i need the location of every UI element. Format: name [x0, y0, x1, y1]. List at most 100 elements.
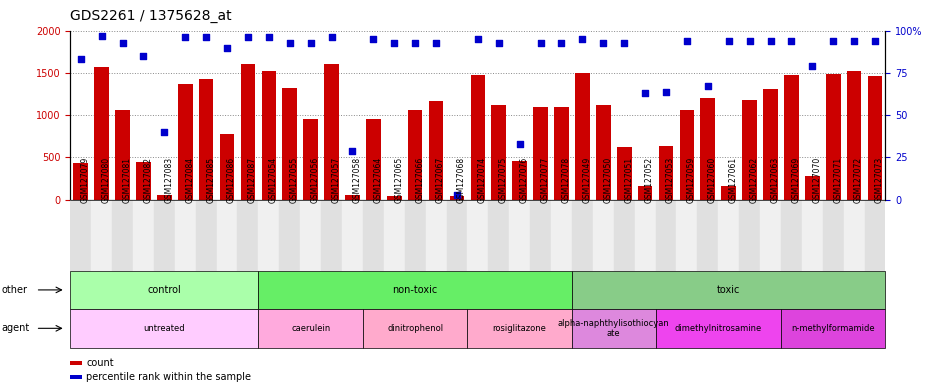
Bar: [634, 200, 655, 271]
Bar: [550, 200, 571, 271]
Bar: [842, 200, 864, 271]
Point: [699, 83, 714, 89]
Bar: [70, 375, 81, 379]
Bar: [696, 200, 718, 271]
Bar: [679, 110, 694, 200]
Bar: [700, 98, 714, 200]
Bar: [384, 200, 404, 271]
Text: GSM127073: GSM127073: [874, 157, 883, 203]
Point: [344, 147, 359, 154]
Point: [198, 35, 213, 41]
Point: [387, 40, 402, 46]
Point: [428, 40, 443, 46]
Bar: [739, 200, 759, 271]
Text: GSM127077: GSM127077: [540, 157, 549, 203]
Bar: [91, 200, 112, 271]
Point: [825, 38, 840, 44]
Bar: [241, 64, 255, 200]
Text: percentile rank within the sample: percentile rank within the sample: [86, 372, 251, 382]
Text: GSM127070: GSM127070: [812, 157, 821, 203]
Bar: [115, 110, 130, 200]
Point: [783, 38, 798, 44]
Text: GSM127058: GSM127058: [352, 157, 361, 203]
Text: control: control: [147, 285, 181, 295]
Point: [867, 38, 882, 44]
Text: agent: agent: [2, 323, 30, 333]
Bar: [112, 200, 133, 271]
Text: rosiglitazone: rosiglitazone: [492, 324, 546, 333]
Point: [616, 40, 631, 46]
Point: [679, 38, 694, 44]
Text: GSM127078: GSM127078: [561, 157, 570, 203]
Bar: [721, 186, 735, 200]
Bar: [425, 200, 446, 271]
Bar: [783, 74, 797, 200]
Bar: [219, 134, 234, 200]
Bar: [655, 200, 676, 271]
Bar: [258, 200, 279, 271]
Bar: [490, 105, 505, 200]
Point: [115, 40, 130, 46]
Text: GSM127076: GSM127076: [519, 157, 528, 203]
Text: GSM127063: GSM127063: [769, 157, 779, 203]
Text: GSM127086: GSM127086: [227, 157, 236, 203]
Bar: [595, 105, 610, 200]
Bar: [446, 200, 467, 271]
Text: GSM127084: GSM127084: [185, 157, 194, 203]
Bar: [258, 309, 362, 348]
Point: [741, 38, 756, 44]
Point: [595, 40, 610, 46]
Text: GSM127050: GSM127050: [603, 157, 611, 203]
Bar: [282, 88, 297, 200]
Point: [324, 35, 339, 41]
Text: GSM127062: GSM127062: [749, 157, 758, 203]
Bar: [362, 309, 467, 348]
Text: n-methylformamide: n-methylformamide: [791, 324, 874, 333]
Text: GSM127052: GSM127052: [644, 157, 653, 203]
Bar: [133, 200, 154, 271]
Text: count: count: [86, 358, 113, 368]
Bar: [95, 67, 109, 200]
Text: GSM127080: GSM127080: [101, 157, 110, 203]
Point: [846, 38, 861, 44]
Bar: [825, 74, 840, 200]
Bar: [801, 200, 822, 271]
Bar: [571, 271, 885, 309]
Bar: [533, 107, 548, 200]
Bar: [196, 200, 216, 271]
Bar: [512, 161, 526, 200]
Point: [94, 33, 109, 39]
Bar: [279, 200, 300, 271]
Bar: [780, 200, 801, 271]
Bar: [762, 89, 777, 200]
Text: toxic: toxic: [716, 285, 739, 295]
Bar: [658, 146, 673, 200]
Text: GDS2261 / 1375628_at: GDS2261 / 1375628_at: [70, 9, 231, 23]
Bar: [467, 200, 488, 271]
Text: GSM127053: GSM127053: [665, 157, 674, 203]
Text: GSM127087: GSM127087: [248, 157, 256, 203]
Text: GSM127079: GSM127079: [80, 157, 90, 203]
Bar: [616, 147, 631, 200]
Text: GSM127072: GSM127072: [854, 157, 862, 203]
Bar: [822, 200, 842, 271]
Point: [241, 35, 256, 41]
Bar: [613, 200, 634, 271]
Bar: [387, 196, 402, 200]
Point: [261, 35, 276, 41]
Bar: [70, 309, 258, 348]
Bar: [300, 200, 321, 271]
Bar: [741, 100, 756, 200]
Point: [575, 36, 590, 42]
Text: GSM127057: GSM127057: [331, 157, 340, 203]
Text: GSM127068: GSM127068: [457, 157, 465, 203]
Bar: [362, 200, 384, 271]
Text: dimethylnitrosamine: dimethylnitrosamine: [674, 324, 761, 333]
Point: [804, 63, 819, 69]
Text: GSM127066: GSM127066: [415, 157, 424, 203]
Bar: [864, 200, 885, 271]
Bar: [175, 200, 196, 271]
Bar: [530, 200, 550, 271]
Text: GSM127064: GSM127064: [373, 157, 382, 203]
Point: [721, 38, 736, 44]
